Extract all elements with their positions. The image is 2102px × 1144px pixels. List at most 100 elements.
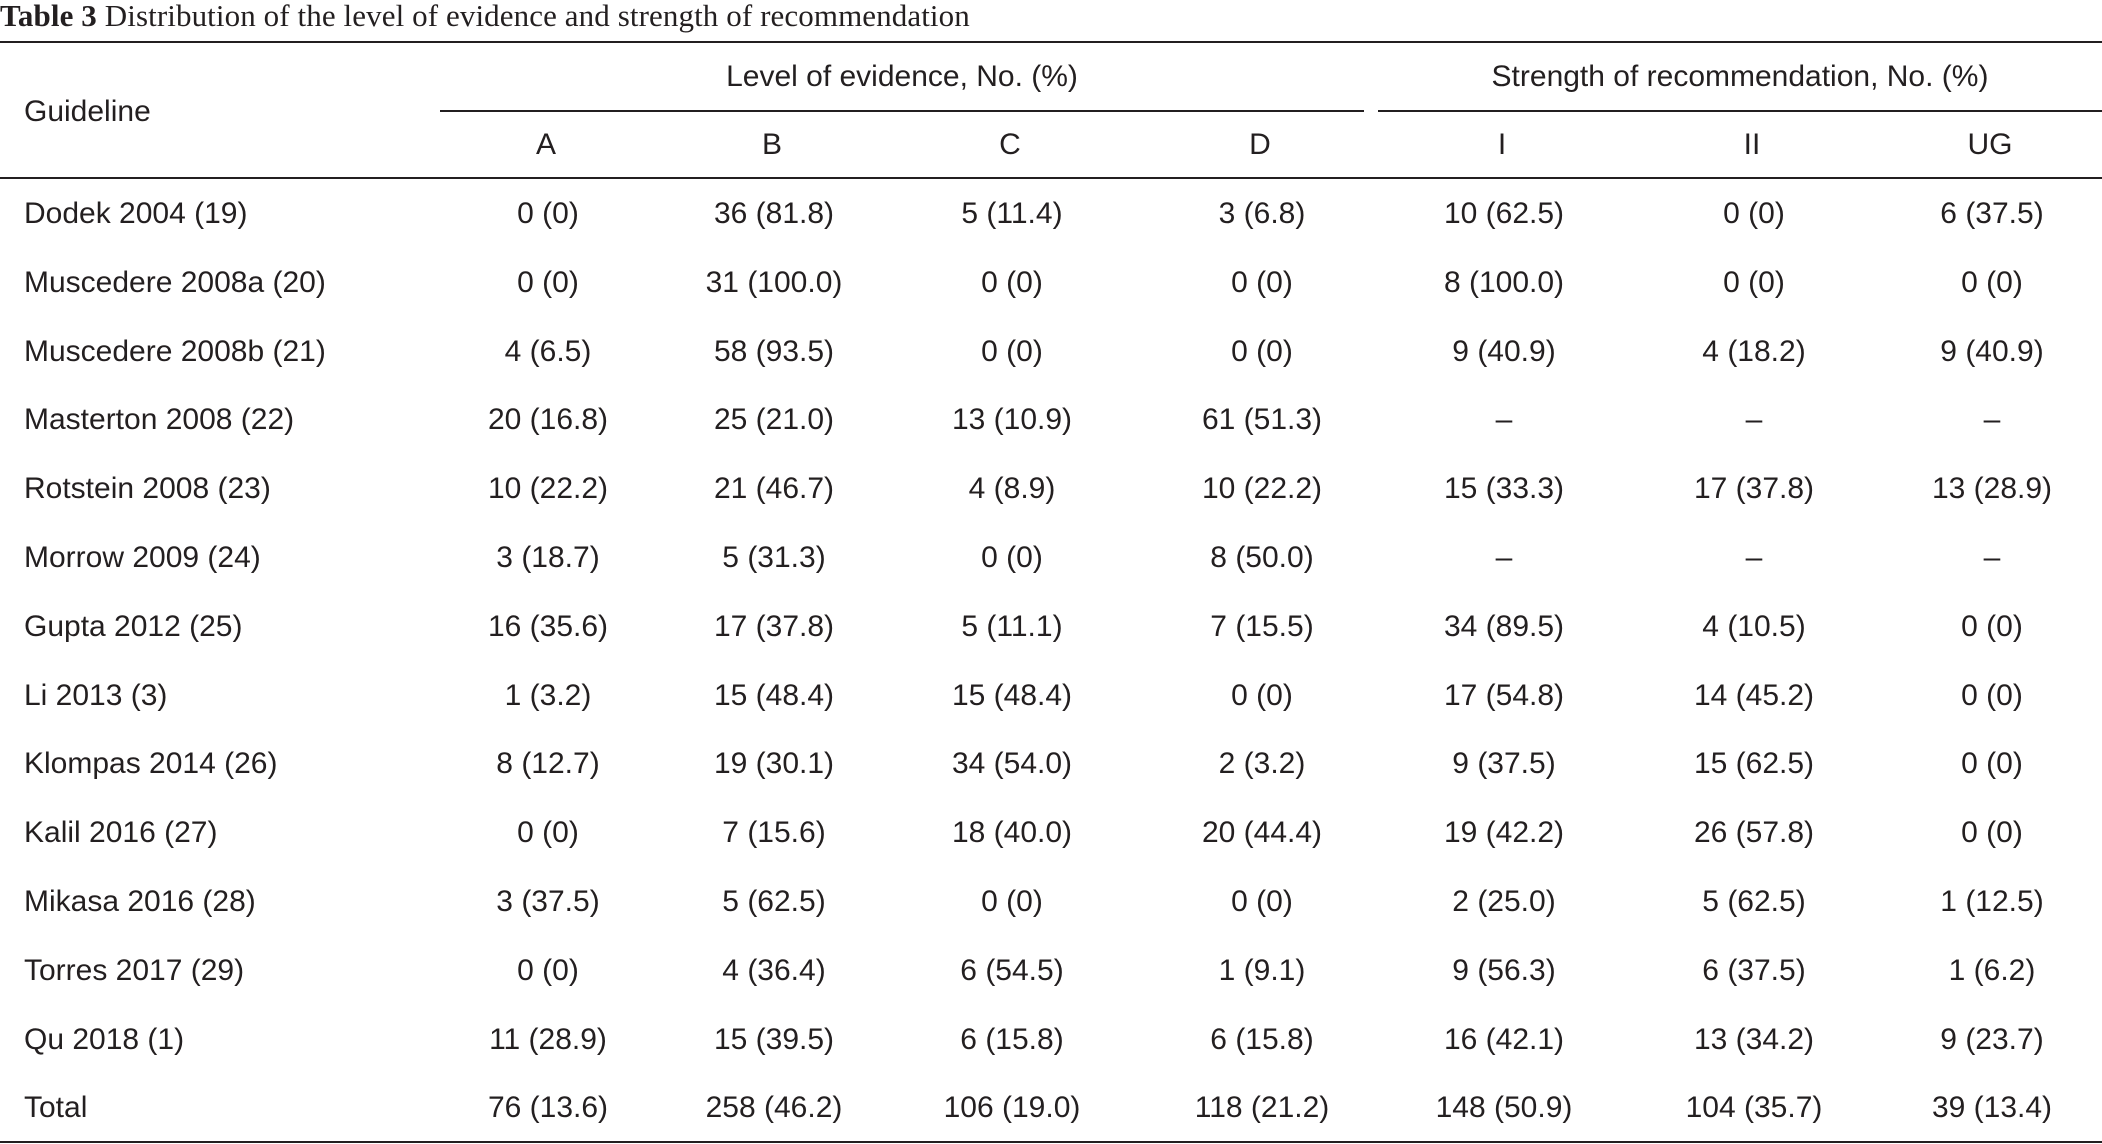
guideline-name: Torres 2017 (29) (24, 954, 245, 987)
cell-i: 9 (56.3) (1452, 954, 1556, 987)
cell-ii: 104 (35.7) (1685, 1091, 1823, 1124)
cell-i: 19 (42.2) (1443, 816, 1565, 849)
cell-c: 0 (0) (981, 266, 1043, 299)
cell-b: 15 (48.4) (713, 679, 835, 712)
guideline-name: Rotstein 2008 (23) (24, 472, 271, 505)
guideline-name: Dodek 2004 (19) (24, 197, 248, 230)
guideline-name: Klompas 2014 (26) (24, 747, 278, 780)
cell-c: 5 (11.4) (961, 197, 1063, 230)
cell-a: 0 (0) (517, 954, 579, 987)
cell-a: 3 (37.5) (496, 885, 600, 918)
cell-ug: 39 (13.4) (1931, 1091, 2053, 1124)
cell-a: 11 (28.9) (489, 1023, 607, 1056)
cell-ii: 26 (57.8) (1693, 816, 1815, 849)
cell-b: 25 (21.0) (713, 403, 835, 436)
cell-b: 258 (46.2) (705, 1091, 843, 1124)
cell-ug: 0 (0) (1961, 679, 2023, 712)
cell-ii: 6 (37.5) (1702, 954, 1806, 987)
cell-a: 3 (18.7) (496, 541, 600, 574)
level-group-rule (440, 110, 1364, 112)
cell-d: 10 (22.2) (1201, 472, 1323, 505)
cell-b: 31 (100.0) (705, 266, 843, 299)
cell-d: 118 (21.2) (1194, 1091, 1330, 1124)
guideline-column-header: Guideline (24, 95, 151, 128)
cell-c: 106 (19.0) (943, 1091, 1081, 1124)
cell-ug: 1 (6.2) (1948, 954, 2036, 987)
cell-c: 0 (0) (981, 885, 1043, 918)
strength-group-rule (1378, 110, 2102, 112)
guideline-name: Morrow 2009 (24) (24, 541, 261, 574)
cell-d: 2 (3.2) (1218, 747, 1306, 780)
cell-ii: 0 (0) (1723, 197, 1785, 230)
cell-b: 58 (93.5) (713, 335, 835, 368)
cell-b: 5 (62.5) (722, 885, 826, 918)
cell-d: 0 (0) (1231, 266, 1293, 299)
cell-ug: – (1983, 541, 2001, 574)
cell-i: 2 (25.0) (1452, 885, 1556, 918)
column-header-d: D (1249, 128, 1271, 161)
cell-b: 15 (39.5) (713, 1023, 835, 1056)
column-header-ug: UG (1967, 128, 2013, 161)
cell-d: 61 (51.3) (1201, 403, 1323, 436)
cell-i: 15 (33.3) (1443, 472, 1565, 505)
cell-d: 0 (0) (1231, 679, 1293, 712)
cell-ii: 17 (37.8) (1693, 472, 1815, 505)
cell-i: 34 (89.5) (1443, 610, 1565, 643)
cell-c: 6 (15.8) (960, 1023, 1064, 1056)
cell-a: 8 (12.7) (496, 747, 600, 780)
cell-b: 19 (30.1) (713, 747, 835, 780)
cell-a: 0 (0) (517, 816, 579, 849)
guideline-name: Qu 2018 (1) (24, 1023, 185, 1056)
cell-d: 6 (15.8) (1210, 1023, 1314, 1056)
cell-d: 0 (0) (1231, 335, 1293, 368)
cell-d: 1 (9.1) (1218, 954, 1306, 987)
cell-i: 148 (50.9) (1435, 1091, 1573, 1124)
cell-c: 5 (11.1) (961, 610, 1063, 643)
cell-b: 36 (81.8) (713, 197, 835, 230)
column-header-i: I (1497, 128, 1507, 161)
cell-a: 16 (35.6) (487, 610, 609, 643)
cell-ug: 9 (23.7) (1940, 1023, 2044, 1056)
cell-ii: – (1745, 541, 1763, 574)
table-top-rule (0, 41, 2102, 43)
cell-i: – (1495, 403, 1513, 436)
cell-ug: 0 (0) (1961, 747, 2023, 780)
guideline-name: Masterton 2008 (22) (24, 403, 295, 436)
cell-c: 18 (40.0) (951, 816, 1073, 849)
cell-c: 6 (54.5) (960, 954, 1064, 987)
cell-i: 9 (40.9) (1452, 335, 1556, 368)
cell-c: 13 (10.9) (951, 403, 1073, 436)
cell-i: 9 (37.5) (1452, 747, 1556, 780)
cell-ii: 5 (62.5) (1702, 885, 1806, 918)
column-header-b: B (761, 128, 782, 161)
column-header-a: A (535, 128, 556, 161)
cell-a: 10 (22.2) (487, 472, 609, 505)
cell-d: 0 (0) (1231, 885, 1293, 918)
cell-c: 15 (48.4) (951, 679, 1073, 712)
cell-ii: 14 (45.2) (1693, 679, 1815, 712)
cell-ug: 6 (37.5) (1940, 197, 2044, 230)
guideline-name: Gupta 2012 (25) (24, 610, 243, 643)
cell-ug: 9 (40.9) (1940, 335, 2044, 368)
table-caption-label: Table 3 (0, 0, 97, 33)
cell-d: 8 (50.0) (1210, 541, 1314, 574)
cell-ug: 13 (28.9) (1931, 472, 2053, 505)
cell-ii: 15 (62.5) (1693, 747, 1815, 780)
table-caption: Table 3 Distribution of the level of evi… (0, 0, 970, 36)
cell-ii: 4 (18.2) (1702, 335, 1806, 368)
cell-c: 4 (8.9) (968, 472, 1056, 505)
cell-ug: – (1983, 403, 2001, 436)
guideline-name: Muscedere 2008b (21) (24, 335, 326, 368)
cell-a: 76 (13.6) (487, 1091, 609, 1124)
cell-i: 16 (42.1) (1443, 1023, 1565, 1056)
cell-ug: 1 (12.5) (1940, 885, 2044, 918)
cell-a: 0 (0) (517, 197, 579, 230)
cell-a: 20 (16.8) (487, 403, 609, 436)
cell-a: 1 (3.2) (504, 679, 592, 712)
cell-c: 34 (54.0) (951, 747, 1073, 780)
table-bottom-rule (0, 1141, 2102, 1143)
column-header-c: C (999, 128, 1021, 161)
cell-i: 8 (100.0) (1443, 266, 1565, 299)
cell-i: 10 (62.5) (1443, 197, 1565, 230)
table-caption-text: Distribution of the level of evidence an… (96, 0, 970, 33)
